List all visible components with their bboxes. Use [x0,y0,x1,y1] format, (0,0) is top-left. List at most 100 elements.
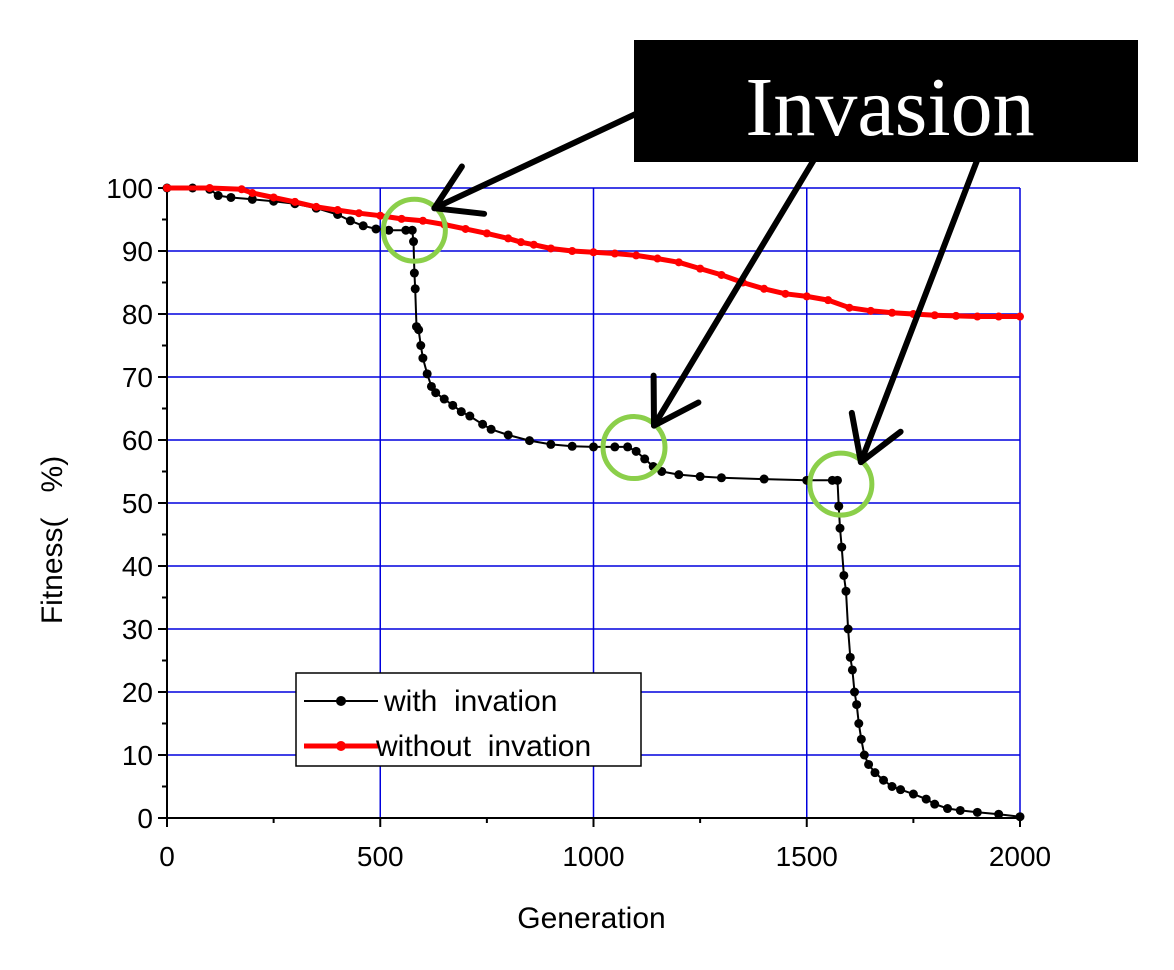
data-point [567,441,577,451]
data-point [832,475,842,485]
data-point [409,237,419,247]
data-point [864,759,874,769]
data-point [525,436,535,446]
invasion-banner-box [634,40,1138,162]
data-point [631,446,641,456]
invasion-arrow-shaft [857,155,981,466]
invasion-highlight-circle [380,196,448,264]
data-point [845,303,854,312]
series-with-invation [162,183,1025,822]
x-tick-label: 2000 [989,841,1051,872]
data-point [431,388,441,398]
data-point [414,325,424,335]
data-point [653,254,662,263]
data-point [674,258,683,267]
data-point [760,284,769,293]
data-point [422,369,432,379]
data-point [994,809,1004,819]
data-point [930,311,939,320]
data-point [478,419,488,429]
data-point [269,193,278,202]
data-point [416,341,426,350]
data-point [546,244,555,253]
data-point [333,206,342,215]
data-point [213,191,223,201]
data-point [163,184,171,192]
data-point [247,194,257,204]
data-point [845,652,855,662]
y-tick-label: 40 [122,551,153,582]
data-point [503,430,513,440]
data-point [401,225,411,235]
y-axis-title: Fitness( %) [36,456,69,624]
y-tick-label: 80 [122,299,153,330]
data-point [384,225,394,235]
data-point [640,454,650,464]
y-tick-label: 100 [106,173,153,204]
invasion-highlight-circle [600,414,668,482]
data-point [930,799,940,809]
data-point [856,734,866,744]
data-point [409,268,419,278]
data-point [1015,812,1025,822]
invasion-arrow-head [650,372,702,429]
data-point [781,289,790,298]
legend: with invation without invation [295,672,642,767]
y-tick-label: 50 [122,488,153,519]
data-point [1016,312,1024,321]
legend-label: without invation [375,730,591,763]
data-point [376,211,385,220]
data-point [226,192,236,202]
data-point [802,292,811,301]
data-point [486,424,496,434]
data-point [835,523,845,533]
legend-swatch-marker [336,696,346,706]
data-point [237,185,246,194]
invasion-annotations [380,109,981,518]
invasion-banner: Invasion [634,40,1138,162]
data-point [248,189,257,198]
data-point [439,394,449,404]
y-tick-label: 10 [122,740,153,771]
legend-swatch-marker [336,741,346,751]
data-point [696,264,705,273]
data-point [345,216,355,226]
y-tick-label: 0 [137,803,153,834]
y-tick-label: 70 [122,362,153,393]
data-point [887,782,897,791]
data-point [847,665,857,675]
data-point [529,240,538,249]
data-point [973,312,982,321]
data-point [972,807,982,817]
data-point [516,238,525,247]
invasion-arrow-shaft [431,109,643,212]
data-point [841,586,851,596]
y-tick-label: 60 [122,425,153,456]
data-point [290,197,299,206]
data-point [695,472,705,482]
data-point [461,224,470,233]
invasion-highlight-circle [807,450,875,518]
x-axis-title: Generation [517,902,665,935]
y-tick-label: 90 [122,236,153,267]
data-point [843,624,853,634]
data-point [426,381,436,391]
data-point [994,312,1003,321]
data-point [717,270,726,279]
data-point [546,439,556,449]
invasion-arrow-head [848,409,904,466]
data-point [955,805,965,815]
data-point [716,473,726,483]
data-point [824,296,833,305]
data-point [921,794,931,804]
data-point [834,501,844,511]
data-point [504,234,513,243]
data-point [674,470,684,480]
data-point [888,308,897,317]
data-point [482,229,491,238]
data-point [850,687,860,697]
data-point [568,247,577,255]
data-point [371,224,381,234]
